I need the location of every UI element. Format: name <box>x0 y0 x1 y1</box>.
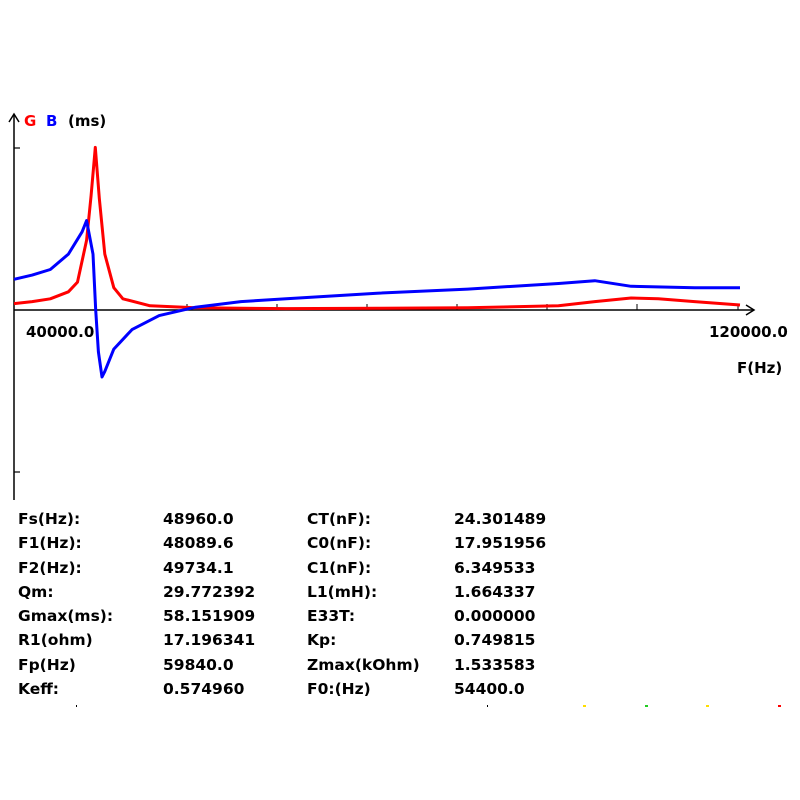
marker-dot <box>778 705 781 707</box>
param-value: 17.196341 <box>163 631 256 650</box>
marker-dot <box>645 705 648 707</box>
y-axis-arrow <box>8 112 20 123</box>
param-label: L1(mH): <box>307 582 378 601</box>
series-line-b <box>13 219 740 379</box>
param-row: Qm: 29.772392 L1(mH): 1.664337 <box>18 580 578 604</box>
marker-dot <box>583 705 586 707</box>
x-tick-label-max: 120000.0 <box>709 323 788 341</box>
impedance-chart: G B (ms) 40000.0 120000.0 F(Hz) <box>8 112 788 500</box>
marker-dot <box>487 705 488 707</box>
param-value: 29.772392 <box>163 582 256 601</box>
param-label: C0(nF): <box>307 534 372 553</box>
series-label-b: B <box>46 112 57 130</box>
param-row: Keff: 0.574960 F0:(Hz) 54400.0 <box>18 677 578 701</box>
param-label: Fp(Hz) <box>18 655 76 674</box>
param-value: 48960.0 <box>163 510 234 528</box>
param-row: Fp(Hz) 59840.0 Zmax(kOhm) 1.533583 <box>18 653 578 677</box>
param-value: 59840.0 <box>163 655 234 674</box>
param-label: C1(nF): <box>307 558 372 577</box>
param-row: R1(ohm) 17.196341 Kp: 0.749815 <box>18 628 578 652</box>
param-row: F1(Hz): 48089.6 C0(nF): 17.951956 <box>18 531 578 555</box>
param-row: Fs(Hz): 48960.0 CT(nF): 24.301489 <box>18 507 578 531</box>
param-label: Fs(Hz): <box>18 510 81 528</box>
param-label: E33T: <box>307 607 356 626</box>
param-value: 49734.1 <box>163 558 234 577</box>
x-axis-arrow <box>745 304 756 316</box>
param-label: R1(ohm) <box>18 631 93 650</box>
param-label: F0:(Hz) <box>307 680 371 699</box>
param-value: 58.151909 <box>163 607 256 626</box>
param-value: 6.349533 <box>454 558 536 577</box>
param-value: 0.000000 <box>454 607 536 626</box>
series-line-g <box>13 145 741 311</box>
marker-dot <box>706 705 709 707</box>
x-tick-label-min: 40000.0 <box>26 323 94 341</box>
param-label: Gmax(ms): <box>18 607 114 626</box>
x-axis-label: F(Hz) <box>737 359 782 377</box>
param-value: 17.951956 <box>454 534 547 553</box>
param-label: Qm: <box>18 582 54 601</box>
param-value: 0.574960 <box>163 680 245 699</box>
param-label: Zmax(kOhm) <box>307 655 420 674</box>
param-label: F1(Hz): <box>18 534 82 553</box>
param-value: 0.749815 <box>454 631 536 650</box>
param-label: Kp: <box>307 631 337 650</box>
param-value: 48089.6 <box>163 534 234 553</box>
parameter-table: Fs(Hz): 48960.0 CT(nF): 24.301489 F1(Hz)… <box>18 507 578 701</box>
param-value: 24.301489 <box>454 510 547 528</box>
param-row: F2(Hz): 49734.1 C1(nF): 6.349533 <box>18 556 578 580</box>
y-unit-label: (ms) <box>68 112 106 130</box>
param-row: Gmax(ms): 58.151909 E33T: 0.000000 <box>18 604 578 628</box>
param-label: CT(nF): <box>307 510 371 528</box>
marker-dot <box>76 705 77 707</box>
param-value: 1.664337 <box>454 582 536 601</box>
series-label-g: G <box>24 112 36 130</box>
param-value: 54400.0 <box>454 680 525 699</box>
param-label: Keff: <box>18 680 60 699</box>
param-label: F2(Hz): <box>18 558 82 577</box>
param-value: 1.533583 <box>454 655 536 674</box>
